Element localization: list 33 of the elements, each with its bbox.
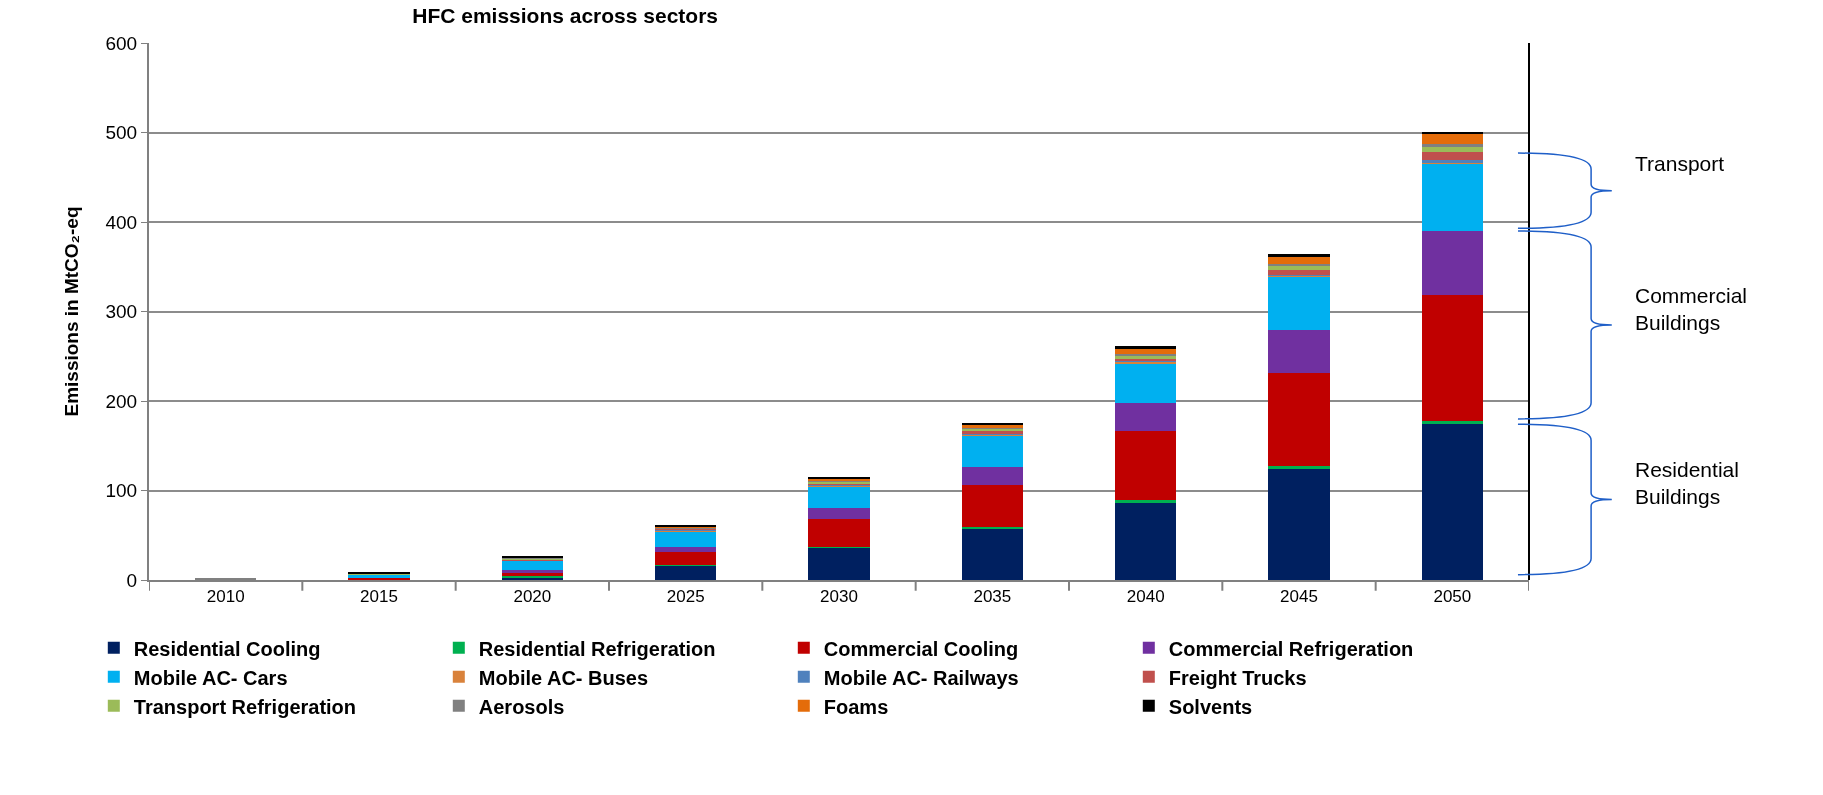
y-tick-label: 0	[126, 569, 138, 591]
y-tick-label: 400	[105, 211, 138, 233]
x-tick-label: 2025	[666, 587, 705, 607]
chart-title: HFC emissions across sectors	[412, 3, 719, 27]
x-tick-label: 2015	[360, 587, 398, 607]
y-tick-label: 200	[105, 390, 138, 412]
x-tick-label: 2050	[1433, 587, 1472, 607]
legend-label: Mobile AC- Cars	[133, 666, 288, 689]
legend-label: Mobile AC- Railways	[823, 666, 1019, 689]
legend-label: Mobile AC- Buses	[478, 666, 649, 689]
legend-label: Foams	[823, 695, 889, 718]
text: Transport	[1635, 152, 1725, 175]
legend-label: Freight Trucks	[1168, 666, 1307, 689]
x-tick-label: 2035	[973, 587, 1012, 607]
x-tick-label: 2030	[820, 587, 858, 607]
legend-label: Transport Refrigeration	[133, 695, 357, 718]
legend-label: Aerosols	[478, 695, 565, 718]
y-tick-label: 100	[105, 480, 138, 502]
y-tick-label: 600	[105, 32, 138, 54]
text: Commercial Buildings	[1635, 284, 1748, 335]
y-axis-title: Emissions in MtCO₂-eq	[60, 206, 82, 417]
x-tick-label: 2040	[1126, 587, 1165, 607]
y-tick-label: 500	[105, 122, 138, 144]
legend-label: Residential Refrigeration	[478, 637, 716, 660]
x-tick-label: 2020	[513, 587, 552, 607]
x-tick-label: 2045	[1280, 587, 1318, 607]
text: Residential Buildings	[1635, 458, 1739, 509]
legend-label: Commercial Refrigeration	[1168, 637, 1414, 660]
x-tick-label: 2010	[206, 587, 245, 607]
legend-label: Residential Cooling	[133, 637, 321, 660]
y-tick-label: 300	[105, 301, 138, 323]
legend-label: Solvents	[1168, 695, 1253, 718]
legend-label: Commercial Cooling	[823, 637, 1019, 660]
